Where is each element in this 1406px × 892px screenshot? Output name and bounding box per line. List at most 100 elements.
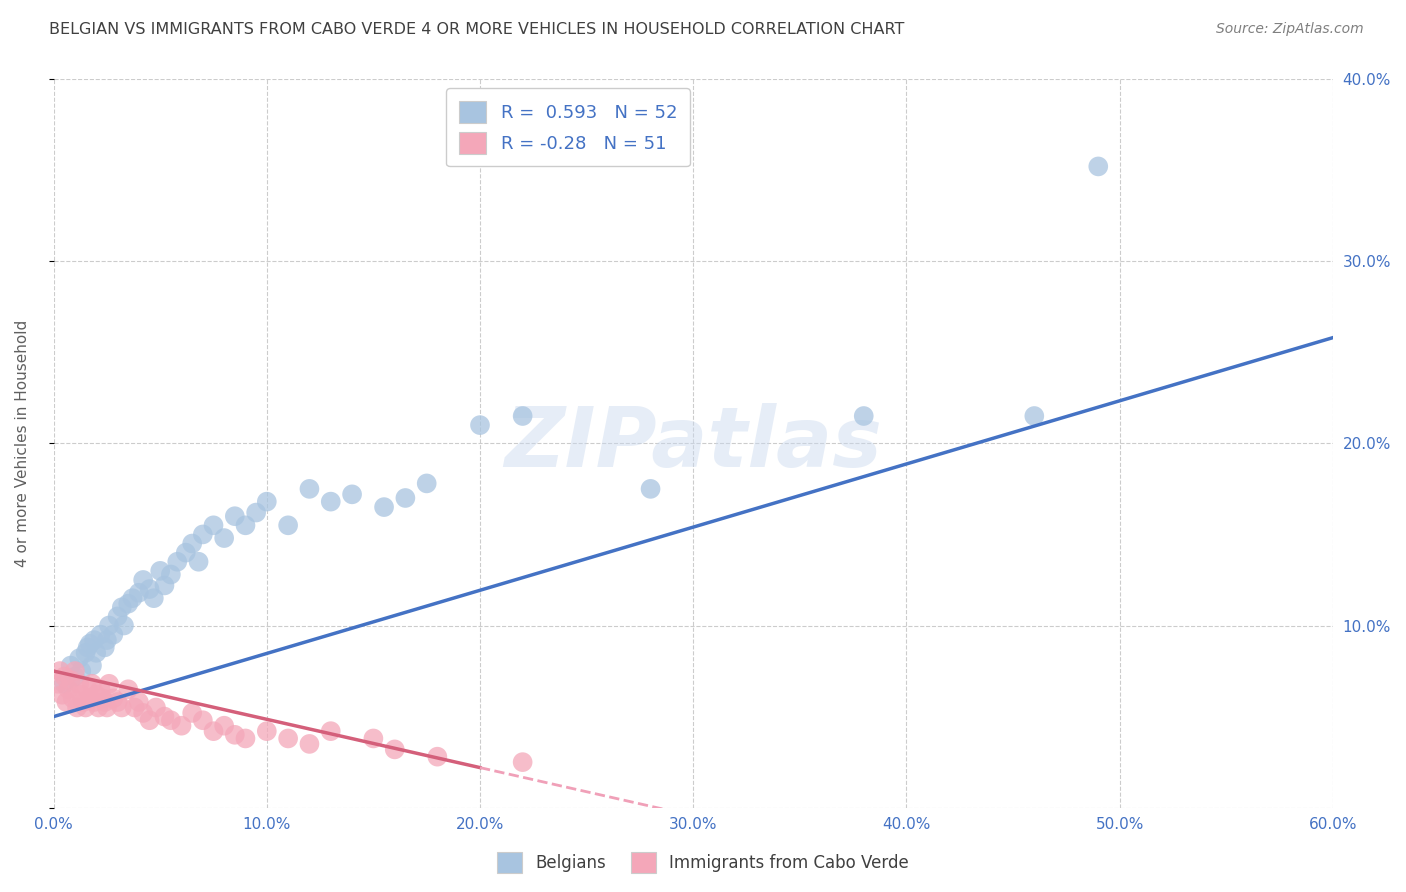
Point (124, 700, 146, 714)
Point (107, 695, 129, 709)
Point (394, 491, 416, 505)
Point (75, 646, 97, 660)
Point (235, 518, 257, 533)
Point (84, 646, 107, 660)
Point (111, 600, 134, 615)
Text: Source: ZipAtlas.com: Source: ZipAtlas.com (1216, 22, 1364, 37)
Point (89, 627, 111, 641)
Point (174, 546, 197, 560)
Point (96, 633, 118, 648)
Point (1087, 160, 1109, 174)
Point (340, 487, 363, 501)
Point (103, 691, 125, 706)
Point (55, 695, 77, 709)
Point (256, 724, 278, 739)
Point (128, 695, 150, 709)
Point (852, 409, 875, 423)
Text: BELGIAN VS IMMIGRANTS FROM CABO VERDE 4 OR MORE VEHICLES IN HOUSEHOLD CORRELATIO: BELGIAN VS IMMIGRANTS FROM CABO VERDE 4 … (49, 22, 904, 37)
Point (298, 482, 321, 496)
Point (277, 731, 299, 746)
Point (83, 633, 105, 648)
Point (153, 578, 176, 592)
Point (149, 564, 172, 578)
Point (79, 691, 101, 706)
Y-axis label: 4 or more Vehicles in Household: 4 or more Vehicles in Household (15, 319, 30, 567)
Point (212, 719, 235, 733)
Text: ZIPatlas: ZIPatlas (505, 403, 882, 483)
Point (181, 536, 204, 550)
Point (384, 742, 406, 756)
Point (91, 691, 114, 706)
Point (468, 418, 491, 433)
Point (202, 724, 225, 739)
Point (53, 669, 76, 683)
Point (202, 518, 225, 533)
Point (212, 531, 235, 545)
Point (80, 658, 103, 673)
Point (79, 637, 101, 651)
Point (63, 664, 86, 678)
Point (117, 597, 139, 611)
Point (1024, 409, 1046, 423)
Point (76, 682, 98, 697)
Point (145, 700, 167, 714)
Point (80, 677, 103, 691)
Point (112, 618, 135, 632)
Point (107, 609, 129, 624)
Point (153, 709, 176, 723)
Point (46, 677, 69, 691)
Point (415, 476, 437, 491)
Point (170, 719, 193, 733)
Point (62, 691, 84, 706)
Point (160, 567, 183, 582)
Point (181, 706, 204, 720)
Point (277, 518, 299, 533)
Point (187, 555, 209, 569)
Point (70, 664, 93, 678)
Point (59, 673, 82, 688)
Point (319, 724, 342, 739)
Point (67, 651, 90, 665)
Point (63, 669, 86, 683)
Point (640, 482, 662, 496)
Point (224, 509, 246, 524)
Point (59, 658, 82, 673)
Legend: R =  0.593   N = 52, R = -0.28   N = 51: R = 0.593 N = 52, R = -0.28 N = 51 (446, 88, 690, 167)
Point (76, 640, 98, 655)
Point (117, 682, 139, 697)
Point (142, 591, 165, 606)
Point (58, 682, 80, 697)
Point (70, 688, 93, 702)
Point (235, 731, 257, 746)
Point (84, 688, 107, 702)
Point (67, 677, 90, 691)
Legend: Belgians, Immigrants from Cabo Verde: Belgians, Immigrants from Cabo Verde (491, 846, 915, 880)
Point (245, 506, 267, 520)
Point (75, 700, 97, 714)
Point (49, 664, 72, 678)
Point (51, 688, 73, 702)
Point (224, 728, 246, 742)
Point (98, 618, 121, 632)
Point (83, 695, 105, 709)
Point (89, 682, 111, 697)
Point (363, 731, 385, 746)
Point (121, 591, 143, 606)
Point (166, 555, 188, 569)
Point (319, 494, 342, 508)
Point (96, 700, 118, 714)
Point (94, 640, 117, 655)
Point (512, 409, 534, 423)
Point (111, 700, 134, 714)
Point (128, 585, 150, 599)
Point (256, 494, 278, 508)
Point (138, 582, 160, 596)
Point (512, 755, 534, 769)
Point (66, 700, 89, 714)
Point (53, 677, 76, 691)
Point (138, 713, 160, 727)
Point (87, 700, 110, 714)
Point (94, 695, 117, 709)
Point (160, 713, 183, 727)
Point (298, 737, 321, 751)
